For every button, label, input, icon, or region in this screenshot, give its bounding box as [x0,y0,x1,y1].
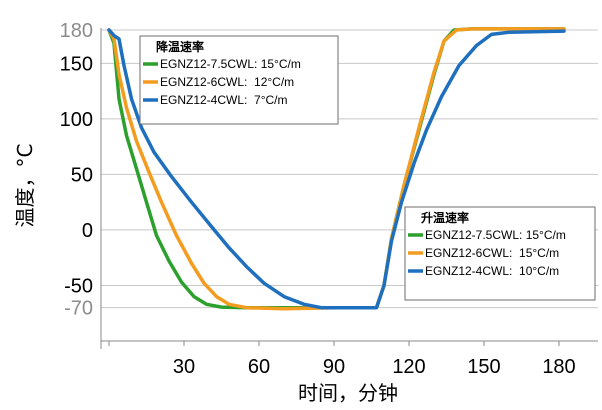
legend-box [139,35,339,125]
y-tick-label: 180 [60,20,93,42]
tick-labels: 180 150 100 50 0 -50-70 30 60 90 120 150 180 [60,20,576,378]
x-tick-label: 180 [542,356,575,378]
legend-title: 升温速率 [421,210,469,225]
x-axis-label: 时间，分钟 [298,381,398,405]
y-tick-label: 0 [82,220,93,242]
legend-top-left: 降温速率 EGNZ12-7.5CWL: 15°C/m EGNZ12-6CWL: 12… [139,35,339,125]
series-line-1 [107,27,566,311]
y-tick-label: 100 [60,109,93,131]
x-tick-label: 90 [323,356,345,378]
y-axis-label: 温度，°C [13,144,37,228]
legend-box [404,206,596,301]
y-tick-label: -70 [64,298,93,320]
y-tick-label: 150 [60,53,93,75]
legend-entry-label: EGNZ12-6CWL: 15°C/m [425,246,559,260]
legend-entry-label: EGNZ12-7.5CWL: 15°C/m [425,228,566,242]
legend-middle-right: 升温速率 EGNZ12-7.5CWL: 15°C/m EGNZ12-6CWL: 15… [404,206,596,301]
x-tick-label: 60 [248,356,270,378]
series-lines [107,27,566,311]
legend-title: 降温速率 [156,39,204,54]
x-tick-label: 150 [467,356,500,378]
legend-entry-label: EGNZ12-6CWL: 12°C/m [160,75,294,89]
legend-entry-label: EGNZ12-4CWL: 10°C/m [425,264,559,278]
x-tick-label: 120 [392,356,425,378]
y-tick-label: 50 [71,164,93,186]
series-line-2 [107,28,566,310]
legend-entry-label: EGNZ12-4CWL: 7°C/m [160,93,288,107]
y-tick-label: -50 [64,275,93,297]
x-tick-label: 30 [173,356,195,378]
legend-entry-label: EGNZ12-7.5CWL: 15°C/m [160,57,301,71]
legends: 降温速率 EGNZ12-7.5CWL: 15°C/m EGNZ12-6CWL: 12… [139,35,596,301]
